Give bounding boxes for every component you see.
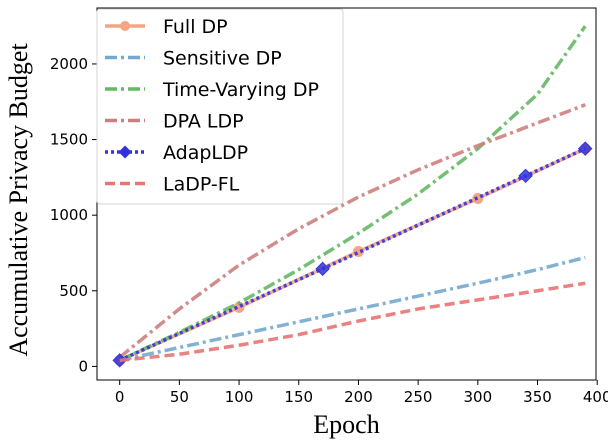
legend-item: Time-Varying DP <box>105 79 319 101</box>
legend-box <box>96 8 344 205</box>
x-tick-label: 100 <box>225 388 254 406</box>
x-tick-label: 0 <box>115 388 125 406</box>
legend-item: AdapLDP <box>105 142 248 164</box>
series-dpa-ldp <box>118 103 586 359</box>
series-line <box>119 255 586 363</box>
axes-layer: 0 50 100 150 200 250 300 350 400 0 500 1000 1500 2000 <box>50 7 608 406</box>
y-tick-label: 1500 <box>50 131 88 149</box>
legend-label: LaDP-FL <box>163 174 240 196</box>
legend-label: Time-Varying DP <box>162 79 319 101</box>
x-tick-label: 350 <box>523 388 552 406</box>
y-axis-title: Accumulative Privacy Budget <box>4 43 33 357</box>
series-line <box>119 281 586 363</box>
legend-label: Sensitive DP <box>163 48 282 70</box>
legend-marker <box>118 145 132 159</box>
series-layer <box>112 25 593 368</box>
y-tick-label: 500 <box>59 282 88 300</box>
legend-label: AdapLDP <box>163 142 248 164</box>
series-time-varying-dp <box>118 25 587 362</box>
x-axis-title: Epoch <box>313 410 379 439</box>
y-tick-label: 1000 <box>50 206 88 224</box>
y-tick-label: 2000 <box>50 55 88 73</box>
x-tick-label: 200 <box>344 388 373 406</box>
legend-item: Full DP <box>105 16 228 38</box>
series-line <box>118 103 586 359</box>
x-tick-label: 300 <box>463 388 492 406</box>
legend-marker <box>120 21 130 31</box>
data-point <box>518 168 533 184</box>
legend-item: LaDP-FL <box>105 174 240 196</box>
series-line <box>118 25 587 362</box>
legend-item: DPA LDP <box>105 111 244 133</box>
x-tick-label: 150 <box>284 388 313 406</box>
legend-label: Full DP <box>163 16 228 38</box>
series-adapldp <box>112 141 593 368</box>
legend: Full DP Sensitive DP Time-Varying DP DPA LD… <box>96 8 344 205</box>
series-ladp-fl <box>119 281 586 363</box>
x-tick-label: 50 <box>170 388 189 406</box>
legend-label: DPA LDP <box>163 111 244 133</box>
x-tick-label: 250 <box>404 388 433 406</box>
legend-item: Sensitive DP <box>105 48 282 70</box>
series-sensitive-dp <box>119 255 586 363</box>
y-tick-label: 0 <box>78 357 88 375</box>
data-point <box>315 261 330 277</box>
data-point <box>578 141 593 156</box>
x-tick-label: 400 <box>583 388 608 406</box>
